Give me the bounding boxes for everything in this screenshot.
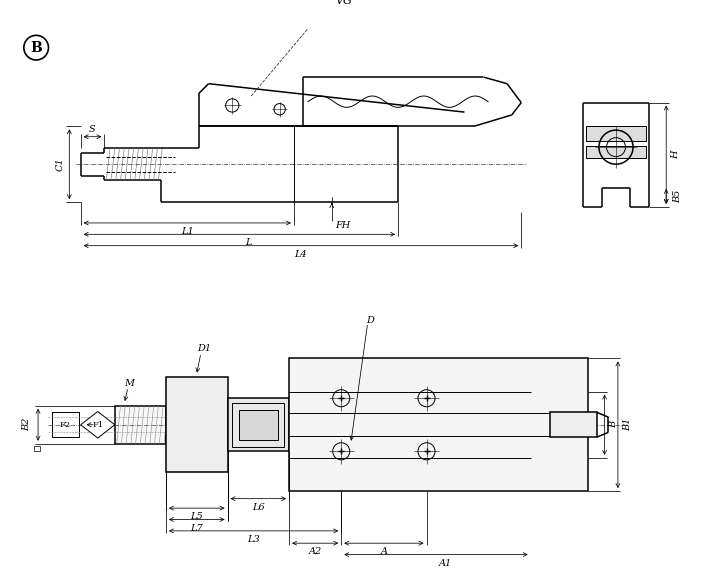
Text: F1: F1 (92, 421, 103, 429)
Text: D: D (366, 316, 374, 325)
Bar (115, 406, 166, 444)
Text: B: B (610, 421, 619, 429)
Text: L5: L5 (190, 512, 203, 521)
Text: H: H (671, 151, 680, 159)
Bar (233, 403, 284, 446)
Text: L6: L6 (252, 503, 265, 512)
Text: L3: L3 (247, 535, 260, 544)
Polygon shape (81, 411, 115, 438)
Text: F2: F2 (60, 421, 71, 429)
Bar (166, 378, 228, 472)
Bar (34, 446, 40, 452)
Text: L1: L1 (181, 227, 193, 236)
Text: S: S (89, 125, 96, 134)
Text: L: L (246, 238, 252, 248)
Text: B5: B5 (673, 190, 682, 203)
Bar (586, 146, 646, 158)
Bar (586, 126, 646, 140)
Text: L4: L4 (294, 250, 308, 259)
Text: A1: A1 (439, 559, 452, 568)
Bar (550, 413, 597, 437)
Text: VG: VG (336, 0, 353, 6)
Text: B1: B1 (623, 418, 632, 431)
Text: B2: B2 (23, 418, 31, 431)
Bar (52, 413, 79, 437)
Text: C1: C1 (55, 158, 65, 171)
Text: M: M (124, 379, 134, 387)
Text: FH: FH (335, 221, 350, 230)
Bar (239, 410, 278, 440)
Text: A: A (380, 547, 387, 556)
Bar (289, 359, 587, 491)
Text: D1: D1 (197, 344, 211, 354)
Text: B: B (31, 41, 42, 54)
Bar (228, 398, 289, 452)
Text: L7: L7 (190, 524, 203, 532)
Text: A2: A2 (308, 547, 322, 556)
